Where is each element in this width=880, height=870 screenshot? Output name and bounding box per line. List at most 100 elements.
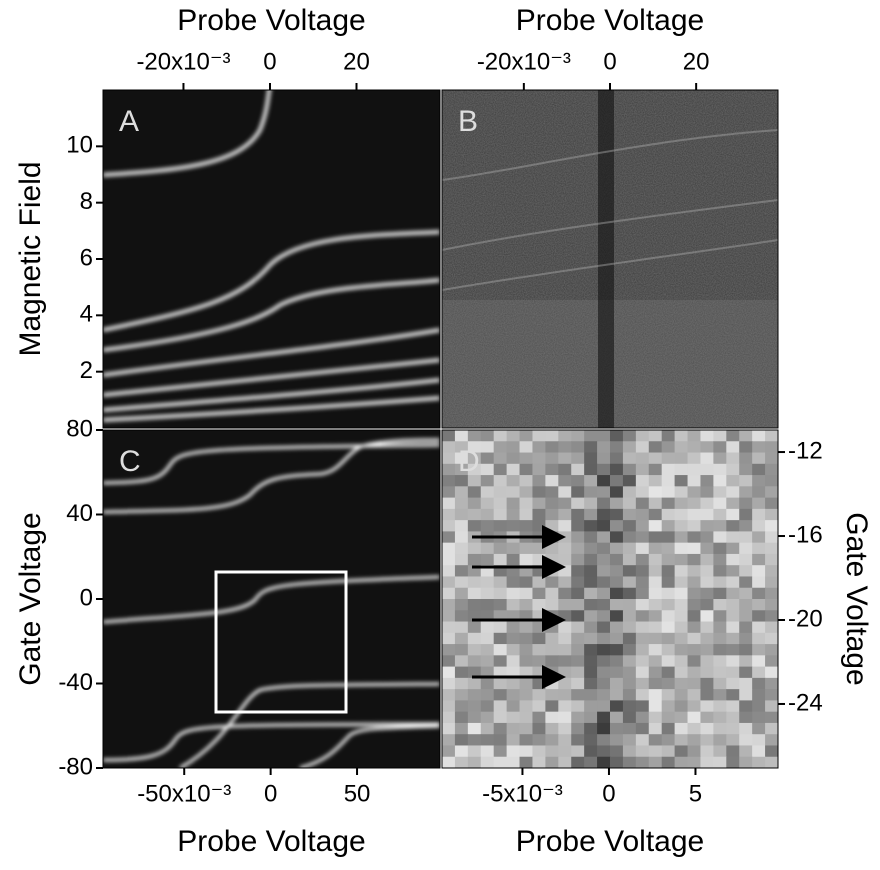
x-tick-label: 50 (344, 780, 371, 807)
pixel (687, 497, 701, 510)
pixel (597, 621, 611, 634)
pixel (687, 632, 701, 645)
pixel (661, 553, 676, 566)
pixel (739, 452, 753, 465)
pixel (648, 452, 663, 465)
pixel (648, 587, 663, 600)
pixel (700, 531, 714, 544)
pixel (493, 745, 508, 758)
pixel (454, 430, 469, 442)
x-tick-label: 0 (264, 780, 277, 807)
pixel (752, 430, 766, 442)
pixel (687, 655, 701, 668)
pixel (442, 497, 456, 510)
pixel (480, 700, 495, 713)
pixel (493, 486, 508, 499)
pixel (442, 430, 456, 442)
pixel (739, 497, 753, 510)
pixel (726, 553, 740, 566)
pixel (506, 553, 521, 566)
pixel (661, 576, 676, 589)
pixel (558, 689, 572, 701)
pixel (713, 475, 727, 487)
pixel (661, 621, 676, 634)
pixel (493, 689, 508, 701)
pixel (454, 441, 469, 454)
pixel (610, 565, 624, 577)
pixel (687, 520, 701, 532)
pixel (493, 621, 508, 634)
pixel (739, 734, 753, 746)
pixel (480, 610, 495, 623)
pixel (532, 475, 546, 487)
pixel (610, 756, 624, 769)
pixel (597, 565, 611, 577)
pixel (674, 621, 689, 634)
pixel (584, 486, 598, 499)
pixel (610, 520, 624, 532)
pixel (584, 677, 598, 690)
x-tick-label: 5 (689, 780, 702, 807)
pixel (674, 475, 689, 487)
pixel (765, 745, 779, 758)
pixel (519, 644, 533, 656)
pixel (752, 621, 766, 634)
pixel (584, 700, 598, 713)
pixel (545, 508, 559, 521)
pixel (622, 542, 637, 555)
pixel (532, 452, 546, 465)
pixel (584, 621, 598, 634)
pixel (726, 722, 740, 735)
pixel (442, 689, 456, 701)
pixel (584, 565, 598, 577)
pixel (700, 666, 714, 679)
pixel (661, 745, 676, 758)
pixel (506, 666, 521, 679)
pixel (610, 711, 624, 724)
pixel (726, 531, 740, 544)
pixel (713, 576, 727, 589)
pixel (584, 430, 598, 442)
pixel (519, 734, 533, 746)
pixel (493, 463, 508, 476)
pixel (584, 531, 598, 544)
x-tick-label: 0 (603, 48, 616, 75)
pixel (713, 711, 727, 724)
pixel (622, 700, 637, 713)
y-tick-label: -40 (58, 669, 93, 696)
pixel (571, 734, 585, 746)
pixel (765, 475, 779, 487)
pixel (752, 486, 766, 499)
pixel (442, 756, 456, 769)
pixel (700, 700, 714, 713)
pixel (480, 599, 495, 611)
pixel (454, 700, 469, 713)
pixel (480, 711, 495, 724)
pixel (752, 520, 766, 532)
pixel (480, 587, 495, 600)
pixel (635, 621, 650, 634)
pixel (674, 430, 689, 442)
pixel (467, 689, 482, 701)
pixel (506, 441, 521, 454)
pixel (519, 677, 533, 690)
pixel (545, 475, 559, 487)
pixel (739, 632, 753, 645)
pixel (442, 452, 456, 465)
pixel (493, 666, 508, 679)
pixel (519, 520, 533, 532)
pixel (454, 475, 469, 487)
pixel (726, 565, 740, 577)
pixel (558, 475, 572, 487)
pixel (765, 689, 779, 701)
pixel (648, 745, 663, 758)
pixel (635, 745, 650, 758)
pixel (454, 565, 469, 577)
pixel (480, 722, 495, 735)
pixel (687, 599, 701, 611)
pixel (635, 497, 650, 510)
pixel (752, 497, 766, 510)
pixel (480, 430, 495, 442)
pixel (765, 430, 779, 442)
pixel (726, 632, 740, 645)
